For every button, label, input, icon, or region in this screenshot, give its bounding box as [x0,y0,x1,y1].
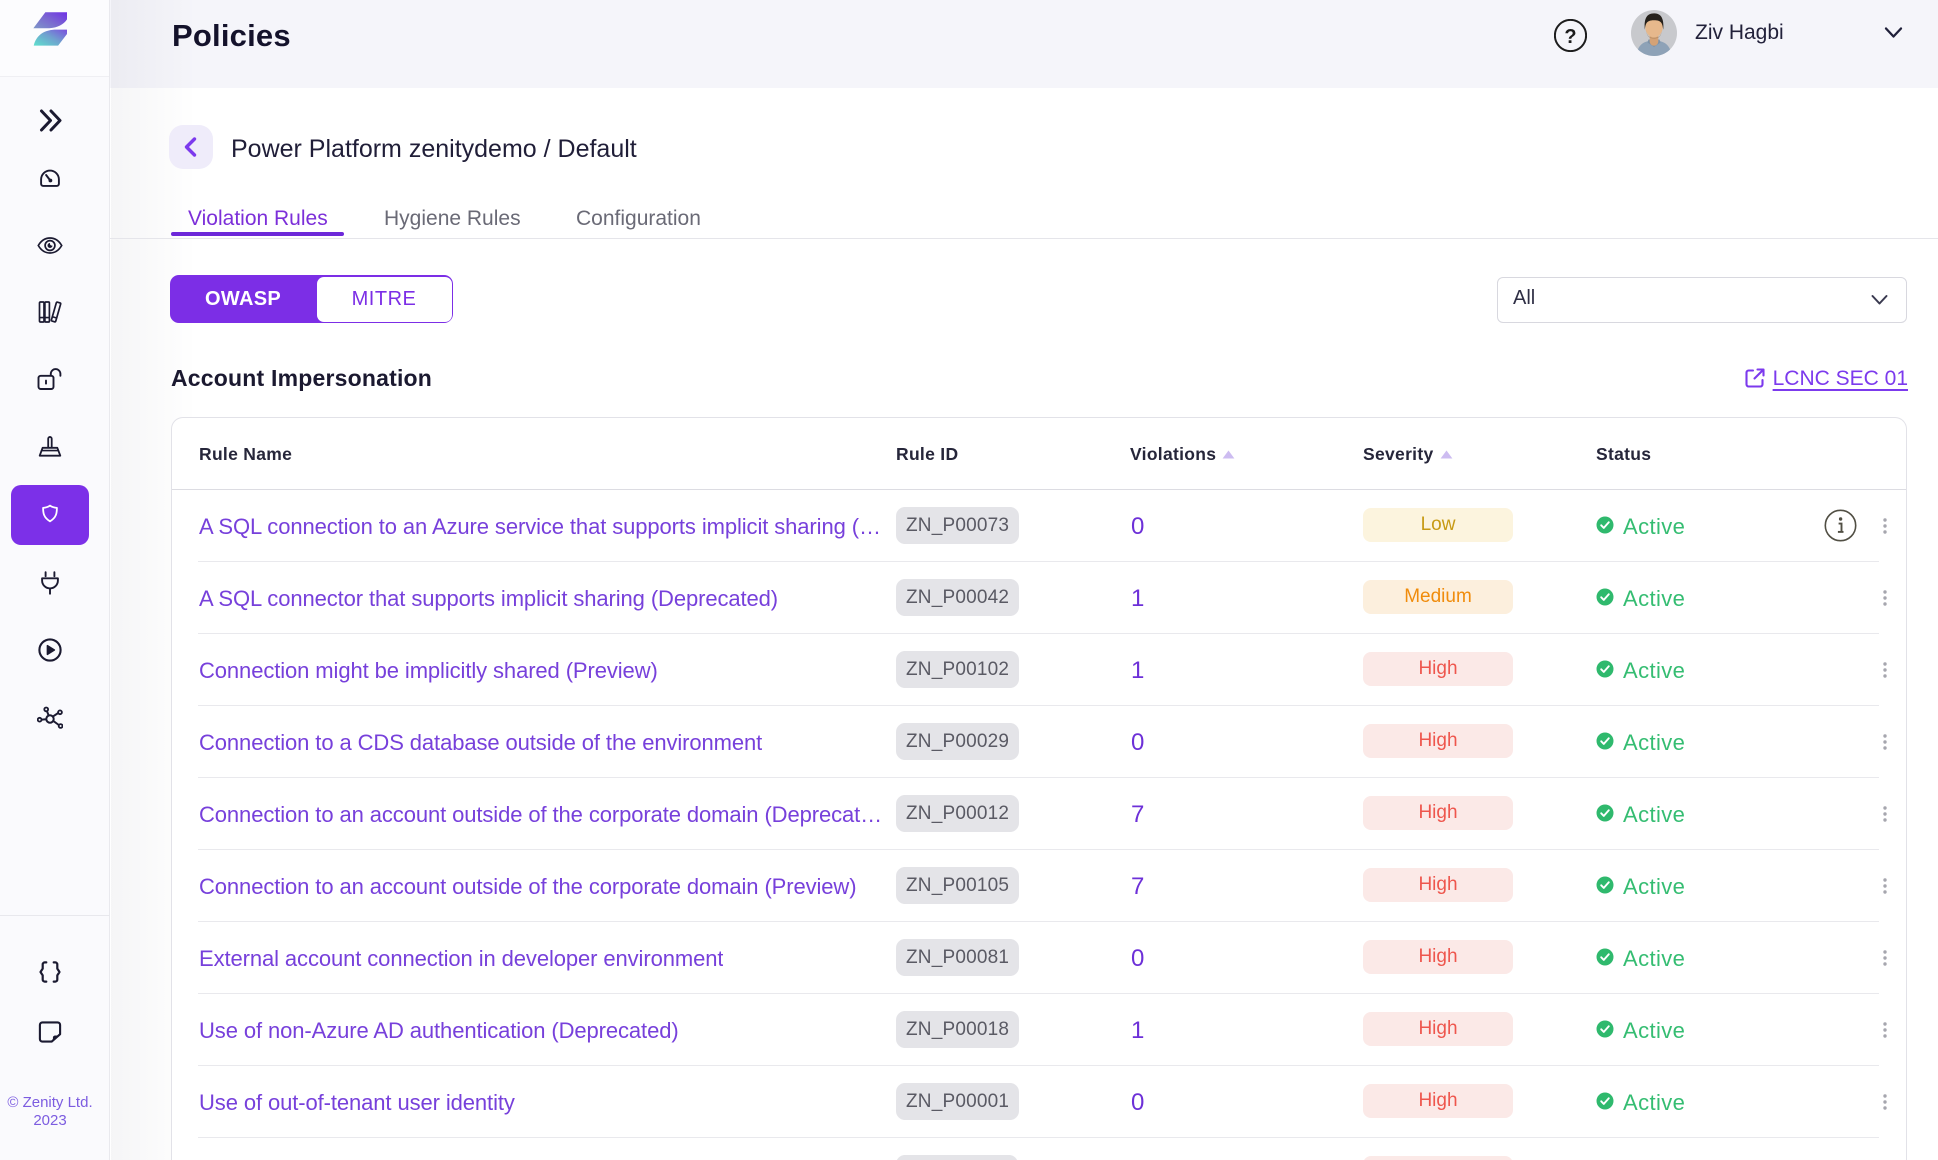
svg-text:?: ? [1564,26,1576,48]
